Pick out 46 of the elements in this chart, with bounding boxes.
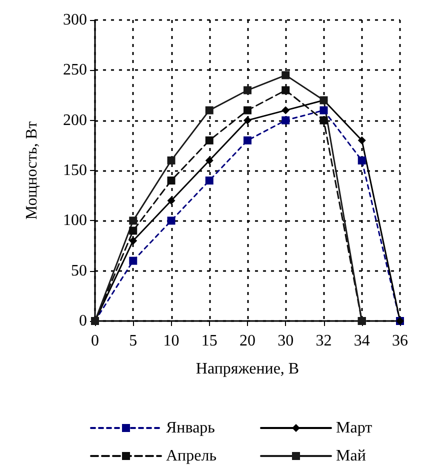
x-tick-label: 15	[201, 332, 218, 350]
point	[358, 156, 366, 164]
point	[244, 116, 252, 124]
point	[282, 106, 290, 114]
point	[205, 136, 214, 144]
point	[282, 71, 290, 80]
y-tick-label: 150	[63, 162, 87, 179]
point	[358, 136, 366, 144]
point	[167, 176, 176, 185]
point	[205, 176, 214, 185]
point	[129, 216, 138, 225]
legend-label: Май	[336, 448, 366, 464]
x-tick-label: 5	[129, 332, 138, 350]
point	[205, 156, 214, 164]
point	[244, 86, 252, 94]
point	[244, 106, 252, 114]
y-tick-label: 300	[63, 12, 87, 28]
point	[282, 86, 290, 94]
point	[320, 106, 328, 114]
point	[244, 136, 252, 144]
y-tick-label: 0	[79, 312, 87, 330]
x-tick-label: 34	[354, 332, 370, 350]
point	[129, 256, 138, 265]
x-tick-label: 36	[392, 332, 408, 350]
x-tick-label: 20	[240, 332, 256, 350]
y-tick-label: 50	[71, 262, 87, 280]
x-tick-label: 10	[163, 332, 180, 350]
point	[167, 196, 176, 205]
legend-label: Январь	[166, 420, 215, 436]
point	[129, 236, 138, 245]
legend-label: Апрель	[166, 448, 216, 464]
y-axis-title: Мощность, Вт	[24, 121, 40, 220]
y-tick-label: 250	[63, 62, 87, 79]
legend-label: Март	[336, 420, 372, 436]
point	[205, 106, 214, 114]
point	[320, 116, 328, 124]
point	[167, 216, 176, 225]
x-axis-title: Напряжение, В	[196, 360, 300, 378]
x-tick-label: 0	[91, 332, 99, 350]
point	[129, 226, 138, 235]
point	[282, 116, 290, 124]
y-tick-label: 200	[63, 112, 87, 129]
point	[167, 156, 176, 164]
y-tick-label: 100	[63, 212, 87, 230]
x-tick-label: 32	[316, 332, 332, 350]
x-tick-label: 30	[278, 332, 294, 350]
